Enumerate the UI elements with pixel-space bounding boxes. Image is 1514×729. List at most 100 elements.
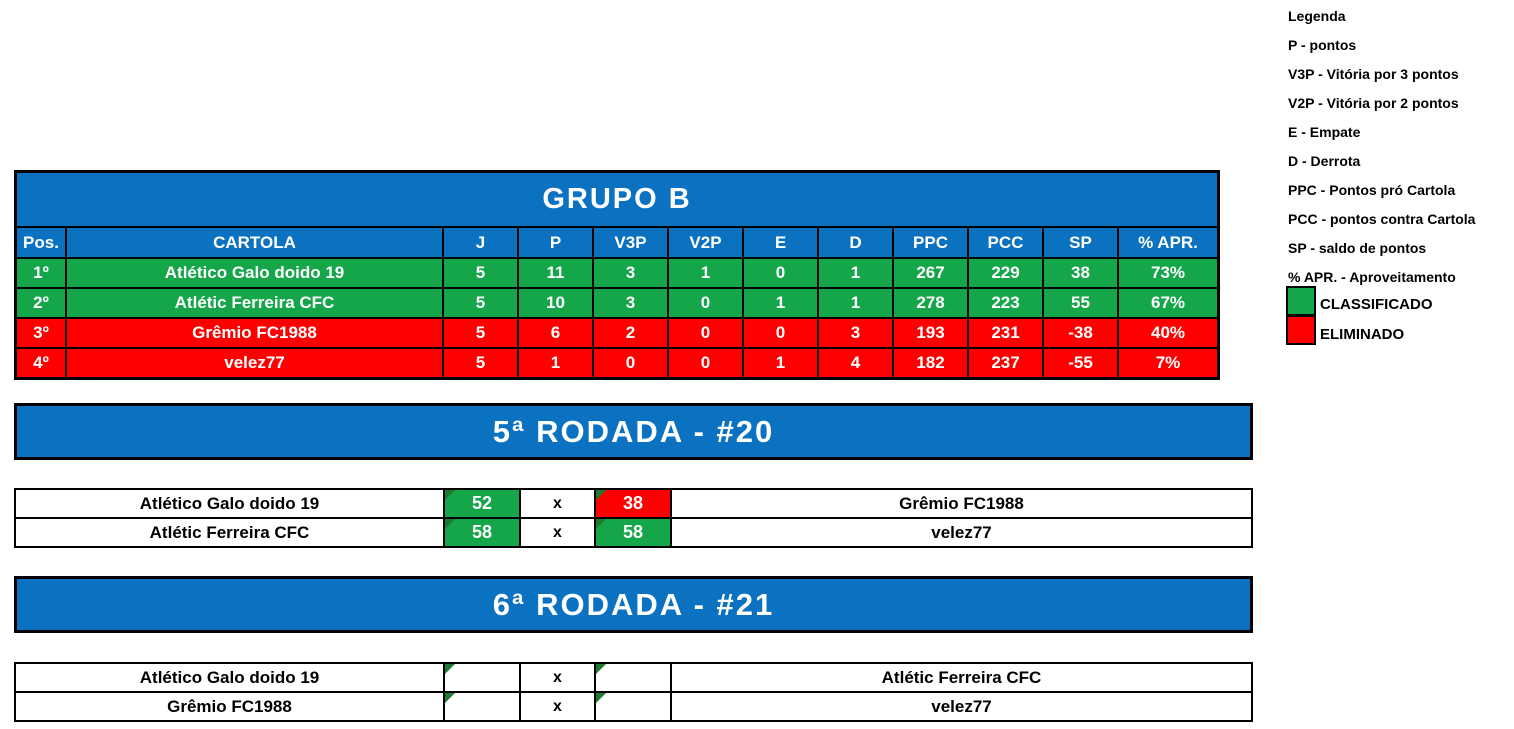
away-team-cell: Atlétic Ferreira CFC xyxy=(672,664,1251,691)
cell-position: 1º xyxy=(17,259,65,287)
cell-team-name: Atlético Galo doido 19 xyxy=(67,259,442,287)
cell-v3p: 0 xyxy=(594,349,667,377)
away-score-value: 38 xyxy=(622,493,644,513)
column-header-j: J xyxy=(444,228,517,257)
cell-points: 1 xyxy=(519,349,592,377)
away-team-cell: Grêmio FC1988 xyxy=(672,490,1251,517)
away-score-cell[interactable] xyxy=(596,693,670,720)
legend-item-sp: SP - saldo de pontos xyxy=(1288,240,1427,256)
away-score-cell[interactable]: 38 xyxy=(596,490,670,517)
away-score-cell[interactable] xyxy=(596,664,670,691)
column-header-cartola: CARTOLA xyxy=(67,228,442,257)
cell-sp: -38 xyxy=(1044,319,1117,347)
home-score-cell[interactable] xyxy=(445,693,519,720)
eliminated-color-swatch-icon xyxy=(1286,315,1316,345)
cell-sp: 55 xyxy=(1044,289,1117,317)
cell-games: 5 xyxy=(444,349,517,377)
column-header-pcc: PCC xyxy=(969,228,1042,257)
legend-item-apr: % APR. - Aproveitamento xyxy=(1288,269,1456,285)
cell-position: 3º xyxy=(17,319,65,347)
cell-team-name: velez77 xyxy=(67,349,442,377)
cell-position: 2º xyxy=(17,289,65,317)
cell-note-triangle-icon xyxy=(596,519,606,529)
home-score-value: 58 xyxy=(471,522,493,542)
cell-note-triangle-icon xyxy=(445,490,455,500)
cell-ppc: 182 xyxy=(894,349,967,377)
legend-color-key: CLASSIFICADO ELIMINADO xyxy=(1286,286,1433,346)
cell-sp: -55 xyxy=(1044,349,1117,377)
cell-team-name: Atlétic Ferreira CFC xyxy=(67,289,442,317)
cell-pcc: 237 xyxy=(969,349,1042,377)
away-score-value: 58 xyxy=(622,522,644,542)
cell-v2p: 1 xyxy=(669,259,742,287)
cell-losses: 4 xyxy=(819,349,892,377)
cell-draws: 1 xyxy=(744,289,817,317)
column-header-sp: SP xyxy=(1044,228,1117,257)
round-6-banner: 6ª RODADA - #21 xyxy=(14,576,1253,633)
cell-pcc: 231 xyxy=(969,319,1042,347)
classified-color-swatch-icon xyxy=(1286,286,1316,316)
standings-row-2: 2º Atlétic Ferreira CFC 5 10 3 0 1 1 278… xyxy=(17,289,1217,317)
cell-games: 5 xyxy=(444,289,517,317)
cell-v2p: 0 xyxy=(669,349,742,377)
home-score-cell[interactable] xyxy=(445,664,519,691)
home-team-cell: Atlétic Ferreira CFC xyxy=(16,519,443,546)
cell-sp: 38 xyxy=(1044,259,1117,287)
cell-losses: 1 xyxy=(819,289,892,317)
cell-draws: 1 xyxy=(744,349,817,377)
cell-points: 11 xyxy=(519,259,592,287)
legend-item-v2p: V2P - Vitória por 2 pontos xyxy=(1288,95,1459,111)
versus-cell: x xyxy=(521,664,594,691)
away-score-cell[interactable]: 58 xyxy=(596,519,670,546)
column-header-e: E xyxy=(744,228,817,257)
cell-v3p: 3 xyxy=(594,289,667,317)
legend: Legenda P - pontos V3P - Vitória por 3 p… xyxy=(1286,8,1508,345)
cell-apr: 67% xyxy=(1119,289,1217,317)
cell-points: 6 xyxy=(519,319,592,347)
legend-item-pcc: PCC - pontos contra Cartola xyxy=(1288,211,1476,227)
legend-item-v3p: V3P - Vitória por 3 pontos xyxy=(1288,66,1459,82)
cell-ppc: 193 xyxy=(894,319,967,347)
legend-eliminated-row: ELIMINADO xyxy=(1286,315,1433,346)
group-title: GRUPO B xyxy=(17,173,1217,226)
match-row: Atlético Galo doido 19 x Atlétic Ferreir… xyxy=(16,664,1251,691)
cell-losses: 3 xyxy=(819,319,892,347)
column-header-ppc: PPC xyxy=(894,228,967,257)
home-team-cell: Grêmio FC1988 xyxy=(16,693,443,720)
standings-row-4: 4º velez77 5 1 0 0 1 4 182 237 -55 7% xyxy=(17,349,1217,377)
match-row: Atlético Galo doido 19 52 x 38 Grêmio FC… xyxy=(16,490,1251,517)
cell-games: 5 xyxy=(444,259,517,287)
column-header-d: D xyxy=(819,228,892,257)
column-header-pos: Pos. xyxy=(17,228,65,257)
legend-item-d: D - Derrota xyxy=(1288,153,1361,169)
cell-note-triangle-icon xyxy=(445,664,455,674)
home-score-cell[interactable]: 52 xyxy=(445,490,519,517)
cell-draws: 0 xyxy=(744,319,817,347)
cell-note-triangle-icon xyxy=(445,519,455,529)
standings-row-1: 1º Atlético Galo doido 19 5 11 3 1 0 1 2… xyxy=(17,259,1217,287)
match-row: Atlétic Ferreira CFC 58 x 58 velez77 xyxy=(16,519,1251,546)
standings-header-row: Pos. CARTOLA J P V3P V2P E D PPC PCC SP … xyxy=(17,228,1217,257)
cell-v2p: 0 xyxy=(669,319,742,347)
round-5-banner: 5ª RODADA - #20 xyxy=(14,403,1253,460)
home-team-cell: Atlético Galo doido 19 xyxy=(16,490,443,517)
round-6-match-table: Atlético Galo doido 19 x Atlétic Ferreir… xyxy=(14,662,1253,722)
cell-team-name: Grêmio FC1988 xyxy=(67,319,442,347)
legend-item-p: P - pontos xyxy=(1288,37,1357,53)
cell-draws: 0 xyxy=(744,259,817,287)
cell-apr: 7% xyxy=(1119,349,1217,377)
legend-classified-row: CLASSIFICADO xyxy=(1286,286,1433,316)
eliminated-label: ELIMINADO xyxy=(1320,325,1405,343)
cell-pcc: 229 xyxy=(969,259,1042,287)
match-row: Grêmio FC1988 x velez77 xyxy=(16,693,1251,720)
cell-v3p: 2 xyxy=(594,319,667,347)
group-b-standings-table: GRUPO B Pos. CARTOLA J P V3P V2P E D PPC… xyxy=(14,170,1220,380)
cell-ppc: 278 xyxy=(894,289,967,317)
standings-row-3: 3º Grêmio FC1988 5 6 2 0 0 3 193 231 -38… xyxy=(17,319,1217,347)
legend-title: Legenda xyxy=(1288,8,1346,24)
cell-losses: 1 xyxy=(819,259,892,287)
cell-v2p: 0 xyxy=(669,289,742,317)
cell-note-triangle-icon xyxy=(596,693,606,703)
home-score-cell[interactable]: 58 xyxy=(445,519,519,546)
cell-apr: 73% xyxy=(1119,259,1217,287)
